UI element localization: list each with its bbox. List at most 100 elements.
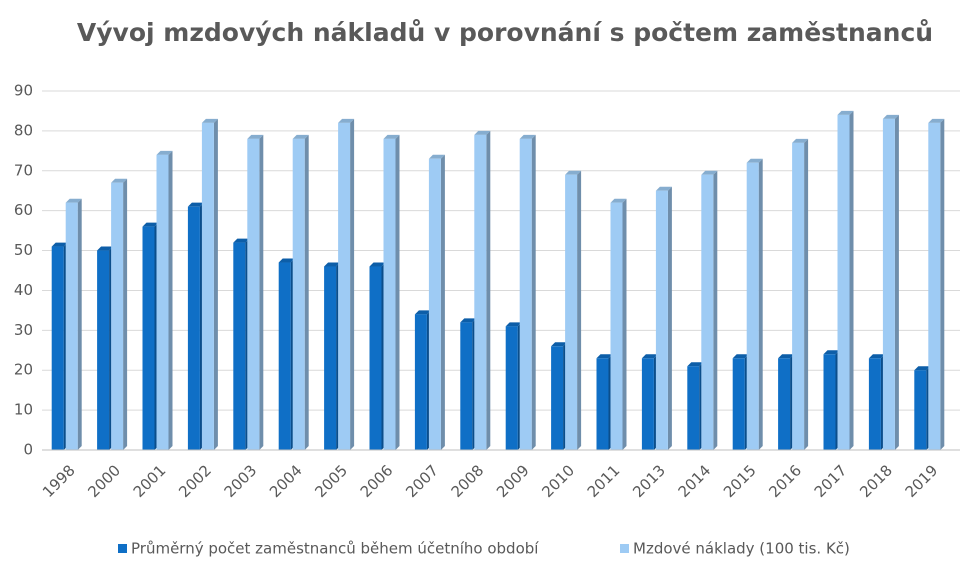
bar-side bbox=[622, 198, 627, 450]
bar bbox=[156, 154, 169, 451]
bar-side bbox=[894, 114, 899, 450]
bar bbox=[474, 134, 487, 450]
bar-top bbox=[428, 154, 445, 159]
x-tick-label: 2009 bbox=[493, 461, 533, 501]
bar-top bbox=[383, 134, 400, 139]
bar bbox=[460, 322, 473, 450]
y-tick-label: 80 bbox=[14, 121, 33, 139]
bar-top bbox=[823, 350, 840, 355]
bar-side bbox=[713, 170, 718, 450]
bar-top bbox=[837, 110, 854, 115]
bar-side bbox=[77, 198, 82, 450]
bar-side bbox=[213, 118, 218, 451]
bar bbox=[746, 162, 759, 451]
bar-top bbox=[460, 318, 477, 323]
bar-top bbox=[565, 170, 582, 175]
bar-side bbox=[577, 170, 582, 450]
bar bbox=[324, 266, 337, 450]
x-tick-label: 2013 bbox=[629, 461, 669, 501]
x-tick-label: 2008 bbox=[448, 461, 488, 501]
bar bbox=[414, 314, 427, 450]
bar-top bbox=[187, 202, 204, 207]
bar-side bbox=[395, 134, 400, 450]
bar bbox=[551, 346, 564, 450]
y-tick-label: 10 bbox=[14, 401, 33, 419]
bar-top bbox=[156, 150, 173, 155]
bar bbox=[732, 358, 745, 450]
bar-top bbox=[792, 138, 809, 143]
y-tick-label: 90 bbox=[14, 82, 33, 100]
x-tick-label: 2010 bbox=[538, 461, 578, 501]
bar bbox=[338, 122, 351, 451]
bar-top bbox=[278, 258, 295, 263]
bar-top bbox=[97, 246, 114, 251]
x-tick-label: 2018 bbox=[856, 461, 896, 501]
bar-top bbox=[233, 238, 250, 243]
bar-side bbox=[849, 110, 854, 450]
bar bbox=[792, 142, 805, 450]
bar-top bbox=[51, 242, 68, 247]
bar bbox=[565, 174, 578, 450]
bar bbox=[868, 358, 881, 450]
bar bbox=[97, 250, 110, 450]
bar bbox=[687, 366, 700, 450]
y-tick-label: 40 bbox=[14, 281, 33, 299]
bar bbox=[65, 202, 78, 450]
x-tick-label: 2001 bbox=[130, 461, 170, 501]
x-tick-label: 2014 bbox=[675, 461, 715, 501]
bar-top bbox=[746, 158, 763, 163]
x-tick-label: 2003 bbox=[221, 461, 261, 501]
y-tick-label: 50 bbox=[14, 241, 33, 259]
bar-top bbox=[882, 114, 899, 119]
bar-side bbox=[440, 154, 445, 451]
x-tick-label: 2002 bbox=[175, 461, 215, 501]
bar-top bbox=[914, 366, 931, 371]
bar bbox=[778, 358, 791, 450]
x-tick-label: 2019 bbox=[902, 461, 942, 501]
bar-top bbox=[928, 118, 945, 123]
bar-top bbox=[610, 198, 627, 203]
legend-label: Průměrný počet zaměstnanců během účetníh… bbox=[131, 540, 539, 558]
x-tick-label: 2017 bbox=[811, 461, 851, 501]
bar-top bbox=[519, 134, 536, 139]
bar-top bbox=[247, 134, 264, 139]
y-tick-label: 70 bbox=[14, 161, 33, 179]
bar bbox=[187, 206, 200, 450]
bar-side bbox=[168, 150, 173, 451]
legend-swatch bbox=[118, 544, 127, 553]
bar bbox=[111, 182, 124, 450]
bar-side bbox=[350, 118, 355, 451]
bar bbox=[292, 138, 305, 450]
bar-top bbox=[414, 310, 431, 315]
bar bbox=[247, 138, 260, 450]
bar bbox=[51, 246, 64, 450]
y-tick-label: 30 bbox=[14, 321, 33, 339]
bar-top bbox=[732, 354, 749, 359]
bar bbox=[519, 138, 532, 450]
bar bbox=[882, 118, 895, 450]
bar bbox=[369, 266, 382, 450]
bar-side bbox=[123, 178, 128, 450]
bar-top bbox=[551, 342, 568, 347]
bar-top bbox=[641, 354, 658, 359]
bar-top bbox=[505, 322, 522, 327]
bar bbox=[610, 202, 623, 450]
y-tick-label: 20 bbox=[14, 361, 33, 379]
bar-top bbox=[687, 362, 704, 367]
bar bbox=[233, 242, 246, 450]
bar bbox=[596, 358, 609, 450]
bar-top bbox=[65, 198, 82, 203]
x-tick-label: 2016 bbox=[765, 461, 805, 501]
bar-side bbox=[259, 134, 264, 450]
bar-top bbox=[338, 118, 355, 123]
bar bbox=[837, 114, 850, 450]
bar-top bbox=[701, 170, 718, 175]
x-tick-label: 2006 bbox=[357, 461, 397, 501]
bar-top bbox=[142, 222, 159, 227]
bar bbox=[928, 122, 941, 451]
x-tick-label: 2011 bbox=[584, 461, 624, 501]
bar-side bbox=[531, 134, 536, 450]
x-tick-label: 2005 bbox=[311, 461, 351, 501]
bar-side bbox=[804, 138, 809, 450]
chart-title: Vývoj mzdových nákladů v porovnání s poč… bbox=[77, 18, 933, 47]
